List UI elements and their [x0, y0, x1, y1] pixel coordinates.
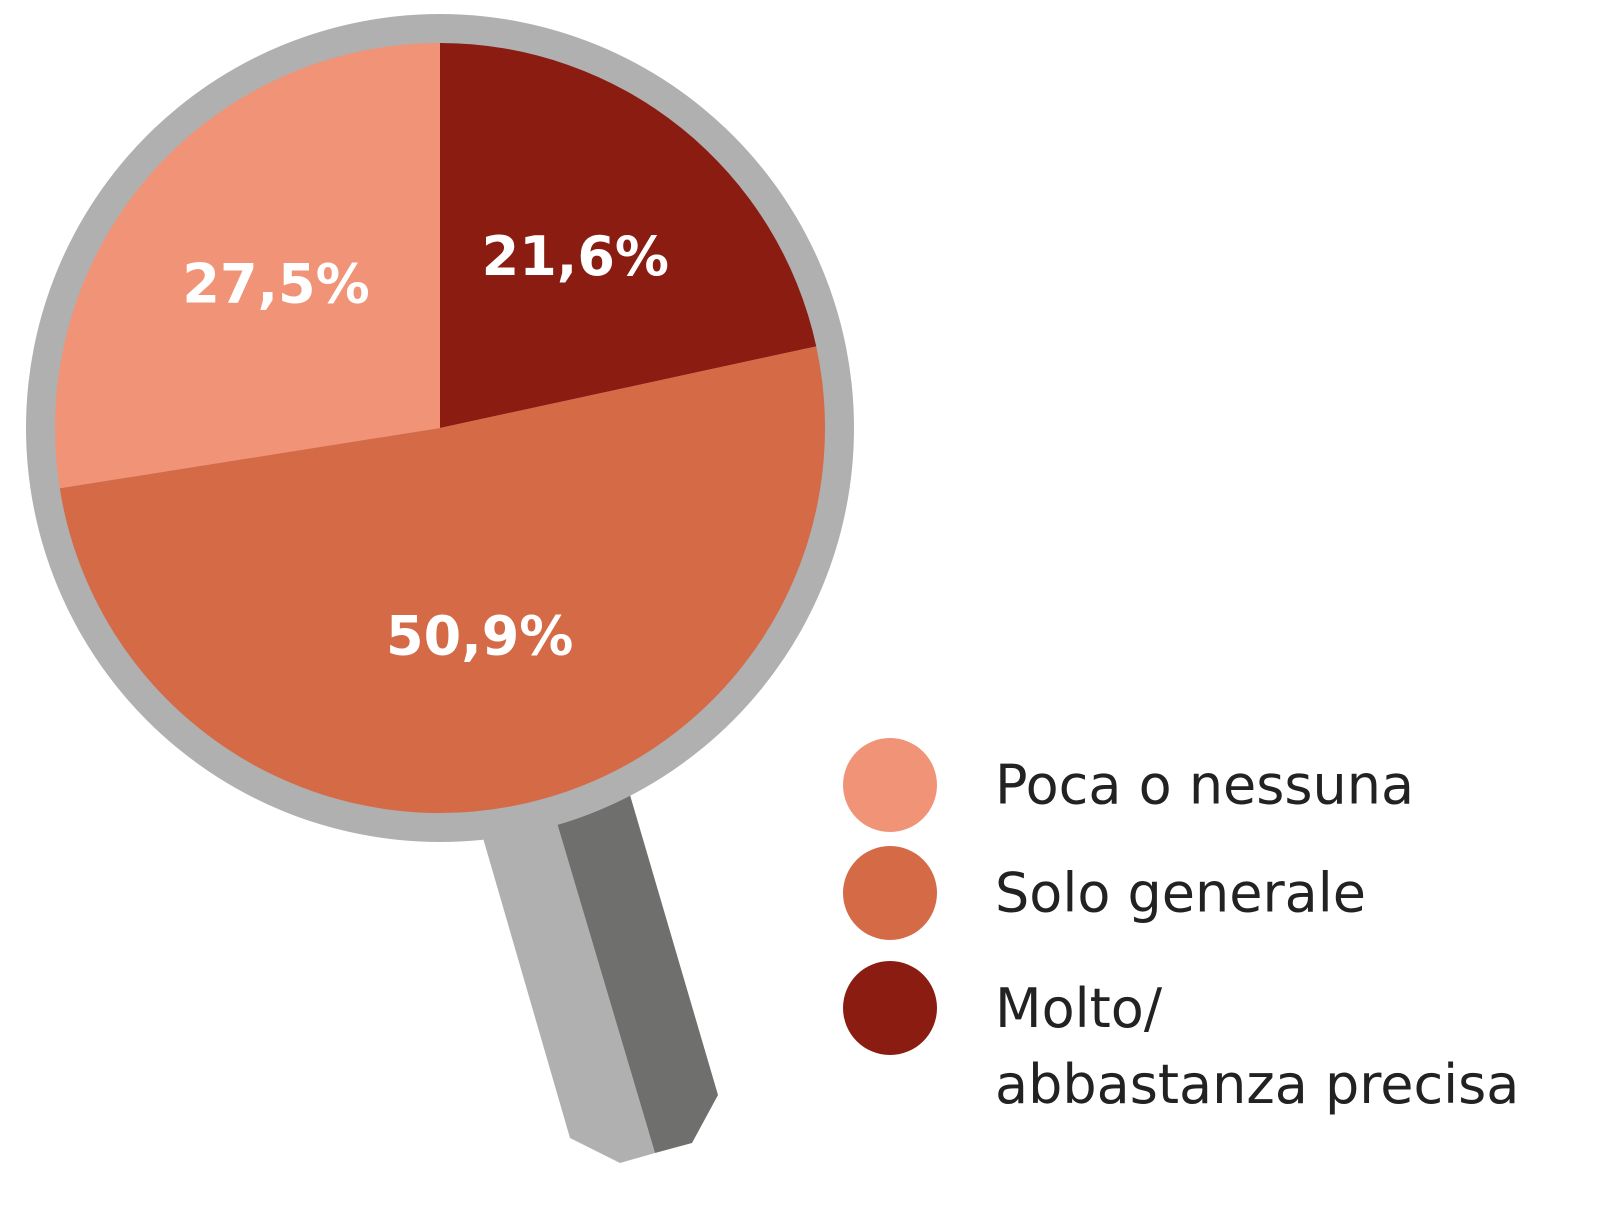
legend-swatch: [843, 961, 937, 1055]
value-label: 21,6%: [482, 225, 669, 288]
magnifier-handle: [483, 795, 718, 1163]
legend-label: Molto/abbastanza precisa: [995, 977, 1519, 1116]
value-label: 27,5%: [182, 253, 369, 316]
value-label: 50,9%: [386, 605, 573, 668]
legend-swatch: [843, 846, 937, 940]
legend-swatch: [843, 738, 937, 832]
legend-label: Poca o nessuna: [995, 754, 1414, 817]
pie-slice: [54, 43, 440, 489]
pie-slice: [59, 346, 825, 813]
legend-label: Solo generale: [995, 862, 1366, 925]
pie-slice: [440, 43, 817, 428]
